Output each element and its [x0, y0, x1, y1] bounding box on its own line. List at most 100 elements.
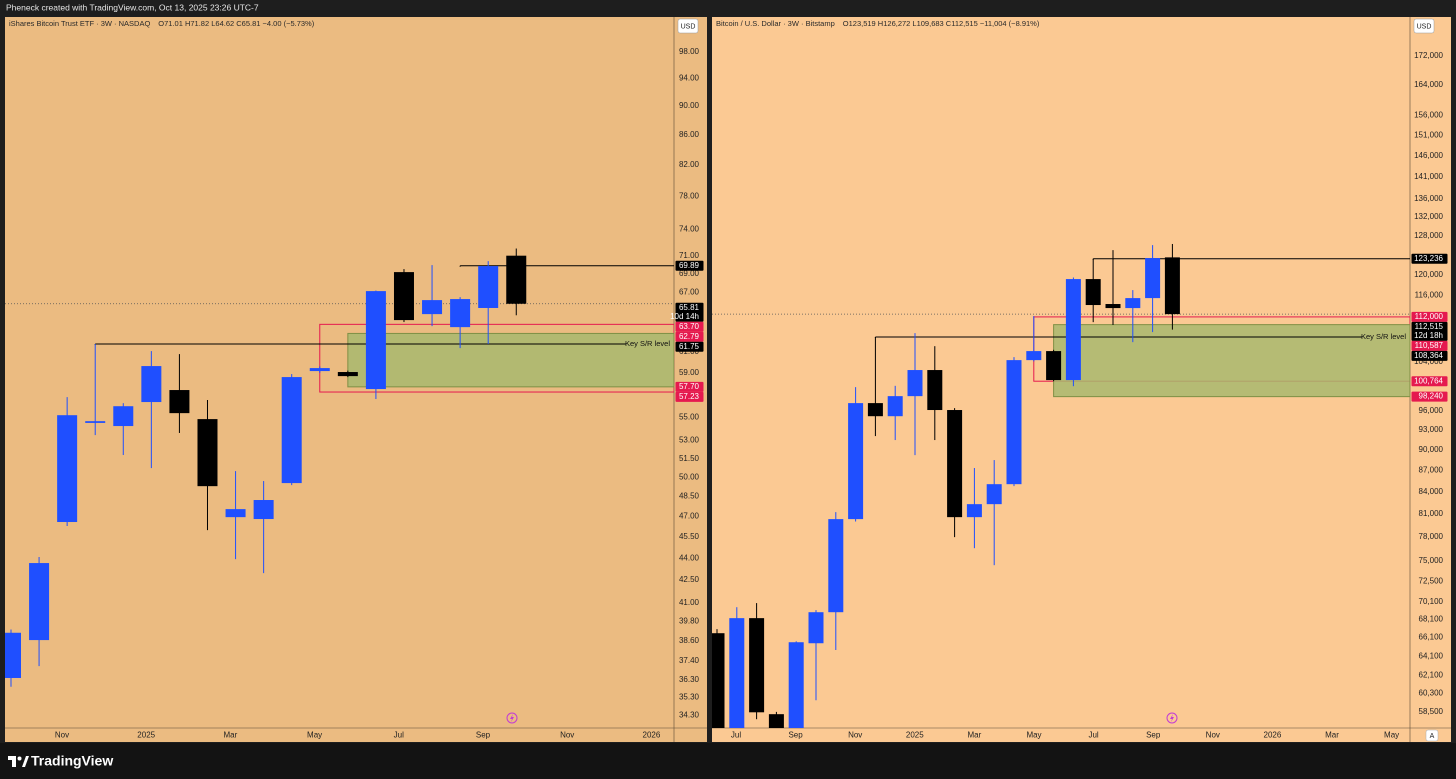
price-label: 112,515	[1415, 322, 1444, 331]
candle-body	[422, 300, 443, 315]
price-label-box	[675, 321, 704, 332]
x-tick-label: May	[1026, 731, 1041, 740]
price-label-box	[675, 381, 704, 392]
y-tick-label: 62,100	[1419, 671, 1444, 680]
candle-body	[57, 415, 78, 523]
legend-values: O123,519 H126,272 L109,683 C112,515 −11,…	[843, 19, 1040, 28]
candle-body	[478, 266, 499, 308]
y-tick-label: 66,100	[1419, 633, 1444, 642]
y-tick-label: 41.00	[679, 598, 700, 607]
price-label-box	[1411, 340, 1448, 351]
candle-body	[729, 618, 745, 728]
price-label-box	[675, 260, 704, 271]
plot-area: Key S/R level	[712, 243, 1410, 728]
candle-body	[848, 403, 864, 520]
candle-body	[450, 299, 471, 328]
x-tick-label: Jul	[1088, 731, 1098, 740]
candle-body	[365, 291, 386, 390]
y-tick-label: 53.00	[679, 436, 700, 445]
y-tick-label: 39.80	[679, 617, 700, 626]
logo-part	[17, 756, 22, 761]
logo-part	[12, 756, 16, 767]
x-tick-label: Jul	[394, 731, 404, 740]
y-tick-label: 86.00	[679, 130, 700, 139]
y-tick-label: 67.00	[679, 288, 700, 297]
y-tick-label: 45.50	[679, 532, 700, 541]
currency: USD	[1417, 23, 1432, 30]
candle-body	[1065, 279, 1081, 381]
y-tick-label: 55.00	[679, 412, 700, 421]
price-label-box	[1411, 391, 1448, 402]
price-label-box	[1411, 350, 1448, 361]
candle-body	[907, 370, 923, 397]
y-tick-label: 68,100	[1419, 615, 1444, 624]
y-tick-label: 81,000	[1419, 509, 1444, 518]
currency: USD	[681, 23, 696, 30]
price-label-box	[1411, 253, 1448, 264]
scale-mode-text: A	[1430, 733, 1435, 740]
candle-body	[1006, 360, 1022, 485]
price-label: 57.70	[679, 382, 700, 391]
candle-body	[927, 370, 943, 411]
plot-area: Key S/R level	[5, 248, 674, 687]
currency-box	[677, 18, 699, 34]
scale-mode-button[interactable]: A	[1425, 729, 1439, 742]
candle-body	[1145, 258, 1161, 299]
candle-body	[808, 612, 824, 644]
panels: Key S/R level 98.00 94.00 90.00 86.00 82.00 78…	[5, 17, 1451, 742]
x-tick-label: May	[307, 731, 322, 740]
x-tick-label: Mar	[224, 731, 238, 740]
price-label-box	[1411, 321, 1448, 341]
y-tick-label: 75,000	[1419, 556, 1444, 565]
price-label-box	[675, 302, 704, 322]
candle-body	[966, 504, 982, 518]
price-label-box	[675, 391, 704, 402]
y-tick-label: 82.00	[679, 160, 700, 169]
candle-body	[113, 406, 134, 427]
logo-part	[22, 756, 29, 767]
currency-box	[1413, 18, 1435, 34]
price-label: 108,364	[1414, 351, 1443, 360]
y-tick-label: 90.00	[679, 101, 700, 110]
candle-body	[947, 410, 963, 518]
candle-body	[788, 642, 804, 728]
candle-body	[768, 714, 784, 728]
y-tick-label: 59.00	[679, 368, 700, 377]
legend-values: O71.01 H71.82 L64.62 C65.81 −4.00 (−5.73…	[158, 19, 314, 28]
candle-body	[309, 368, 330, 372]
candle-body	[281, 377, 302, 484]
y-tick-label: 136,000	[1414, 194, 1443, 203]
y-tick-label: 48.50	[679, 492, 700, 501]
y-tick-label: 38.60	[679, 636, 700, 645]
price-label: 123,236	[1414, 254, 1443, 263]
candle-body	[867, 403, 883, 417]
candle-body	[986, 484, 1002, 505]
y-tick-label: 64,100	[1419, 651, 1444, 660]
candle-body	[506, 255, 527, 304]
y-tick-label: 78.00	[679, 191, 700, 200]
footer-bar	[0, 743, 1456, 779]
y-tick-label: 37.40	[679, 656, 700, 665]
y-tick-label: 93,000	[1419, 425, 1444, 434]
x-tick-label: 2025	[906, 731, 924, 740]
x-tick-label: Nov	[848, 731, 862, 740]
icon	[1166, 712, 1178, 724]
y-tick-label: 104,000	[1414, 357, 1443, 366]
y-tick-label: 128,000	[1414, 231, 1443, 240]
y-tick-label: 74.00	[679, 225, 700, 234]
candle-body	[197, 419, 218, 487]
y-tick-label: 90,000	[1419, 445, 1444, 454]
price-label-box	[675, 341, 704, 352]
y-tick-label: 98.00	[679, 47, 700, 56]
y-tick-label: 35.30	[679, 692, 700, 701]
candle-body	[1164, 257, 1180, 315]
candle-body	[337, 372, 358, 377]
legend-title: Bitcoin / U.S. Dollar · 3W · Bitstamp	[716, 19, 835, 28]
y-tick-label: 96,000	[1419, 406, 1444, 415]
price-label: 69.89	[679, 261, 700, 270]
price-label: 100,764	[1414, 376, 1443, 385]
y-tick-label: 116,000	[1415, 291, 1444, 300]
candle-body	[1085, 279, 1101, 306]
y-tick-label: 44.00	[679, 553, 700, 562]
x-tick-label: Sep	[1146, 731, 1161, 740]
